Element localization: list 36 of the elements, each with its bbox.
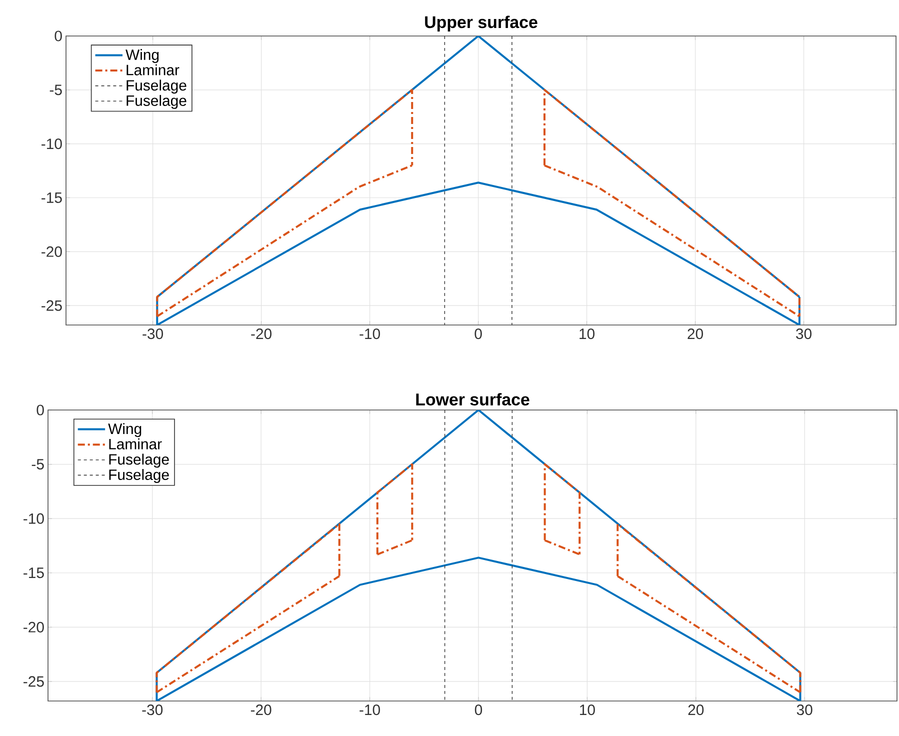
x-tick-label: -30 [142,704,163,716]
x-tick-label: 0 [474,328,482,340]
y-tick-label: -20 [24,622,44,632]
x-tick-label: -20 [251,328,272,340]
y-tick-label: -25 [42,300,62,311]
x-tick-label: 20 [688,328,704,340]
x-tick-label: -30 [142,328,164,340]
legend-label: Fuselage [109,454,169,468]
y-tick-label: 0 [54,30,62,42]
x-tick-label: -10 [360,328,380,340]
legend-label: Fuselage [126,80,186,94]
x-tick-label: 10 [580,328,595,340]
x-tick-label: 30 [796,328,812,340]
chart-title: Upper surface [425,16,538,32]
x-tick-label: 30 [796,704,812,716]
y-tick-label: -10 [42,138,62,150]
x-tick-label: 20 [688,704,704,716]
y-tick-label: 0 [36,404,44,416]
x-tick-label: -10 [360,704,380,716]
y-tick-label: -25 [24,676,44,687]
legend-label: Fuselage [126,94,186,109]
y-tick-label: -10 [24,513,44,524]
y-tick-label: -20 [42,246,62,257]
x-tick-label: 0 [474,704,482,716]
legend-label: Wing [108,423,142,438]
x-tick-label: -20 [250,704,272,716]
y-tick-label: -15 [24,568,44,578]
y-tick-label: -5 [32,459,44,470]
legend-label: Laminar [109,438,162,450]
x-tick-label: 10 [580,704,595,716]
legend-label: Wing [126,49,159,63]
legend-label: Laminar [126,64,180,76]
y-tick-label: -15 [42,192,62,203]
chart-title: Lower surface [416,393,530,406]
legend-label: Fuselage [109,469,169,483]
y-tick-label: -5 [50,84,62,96]
